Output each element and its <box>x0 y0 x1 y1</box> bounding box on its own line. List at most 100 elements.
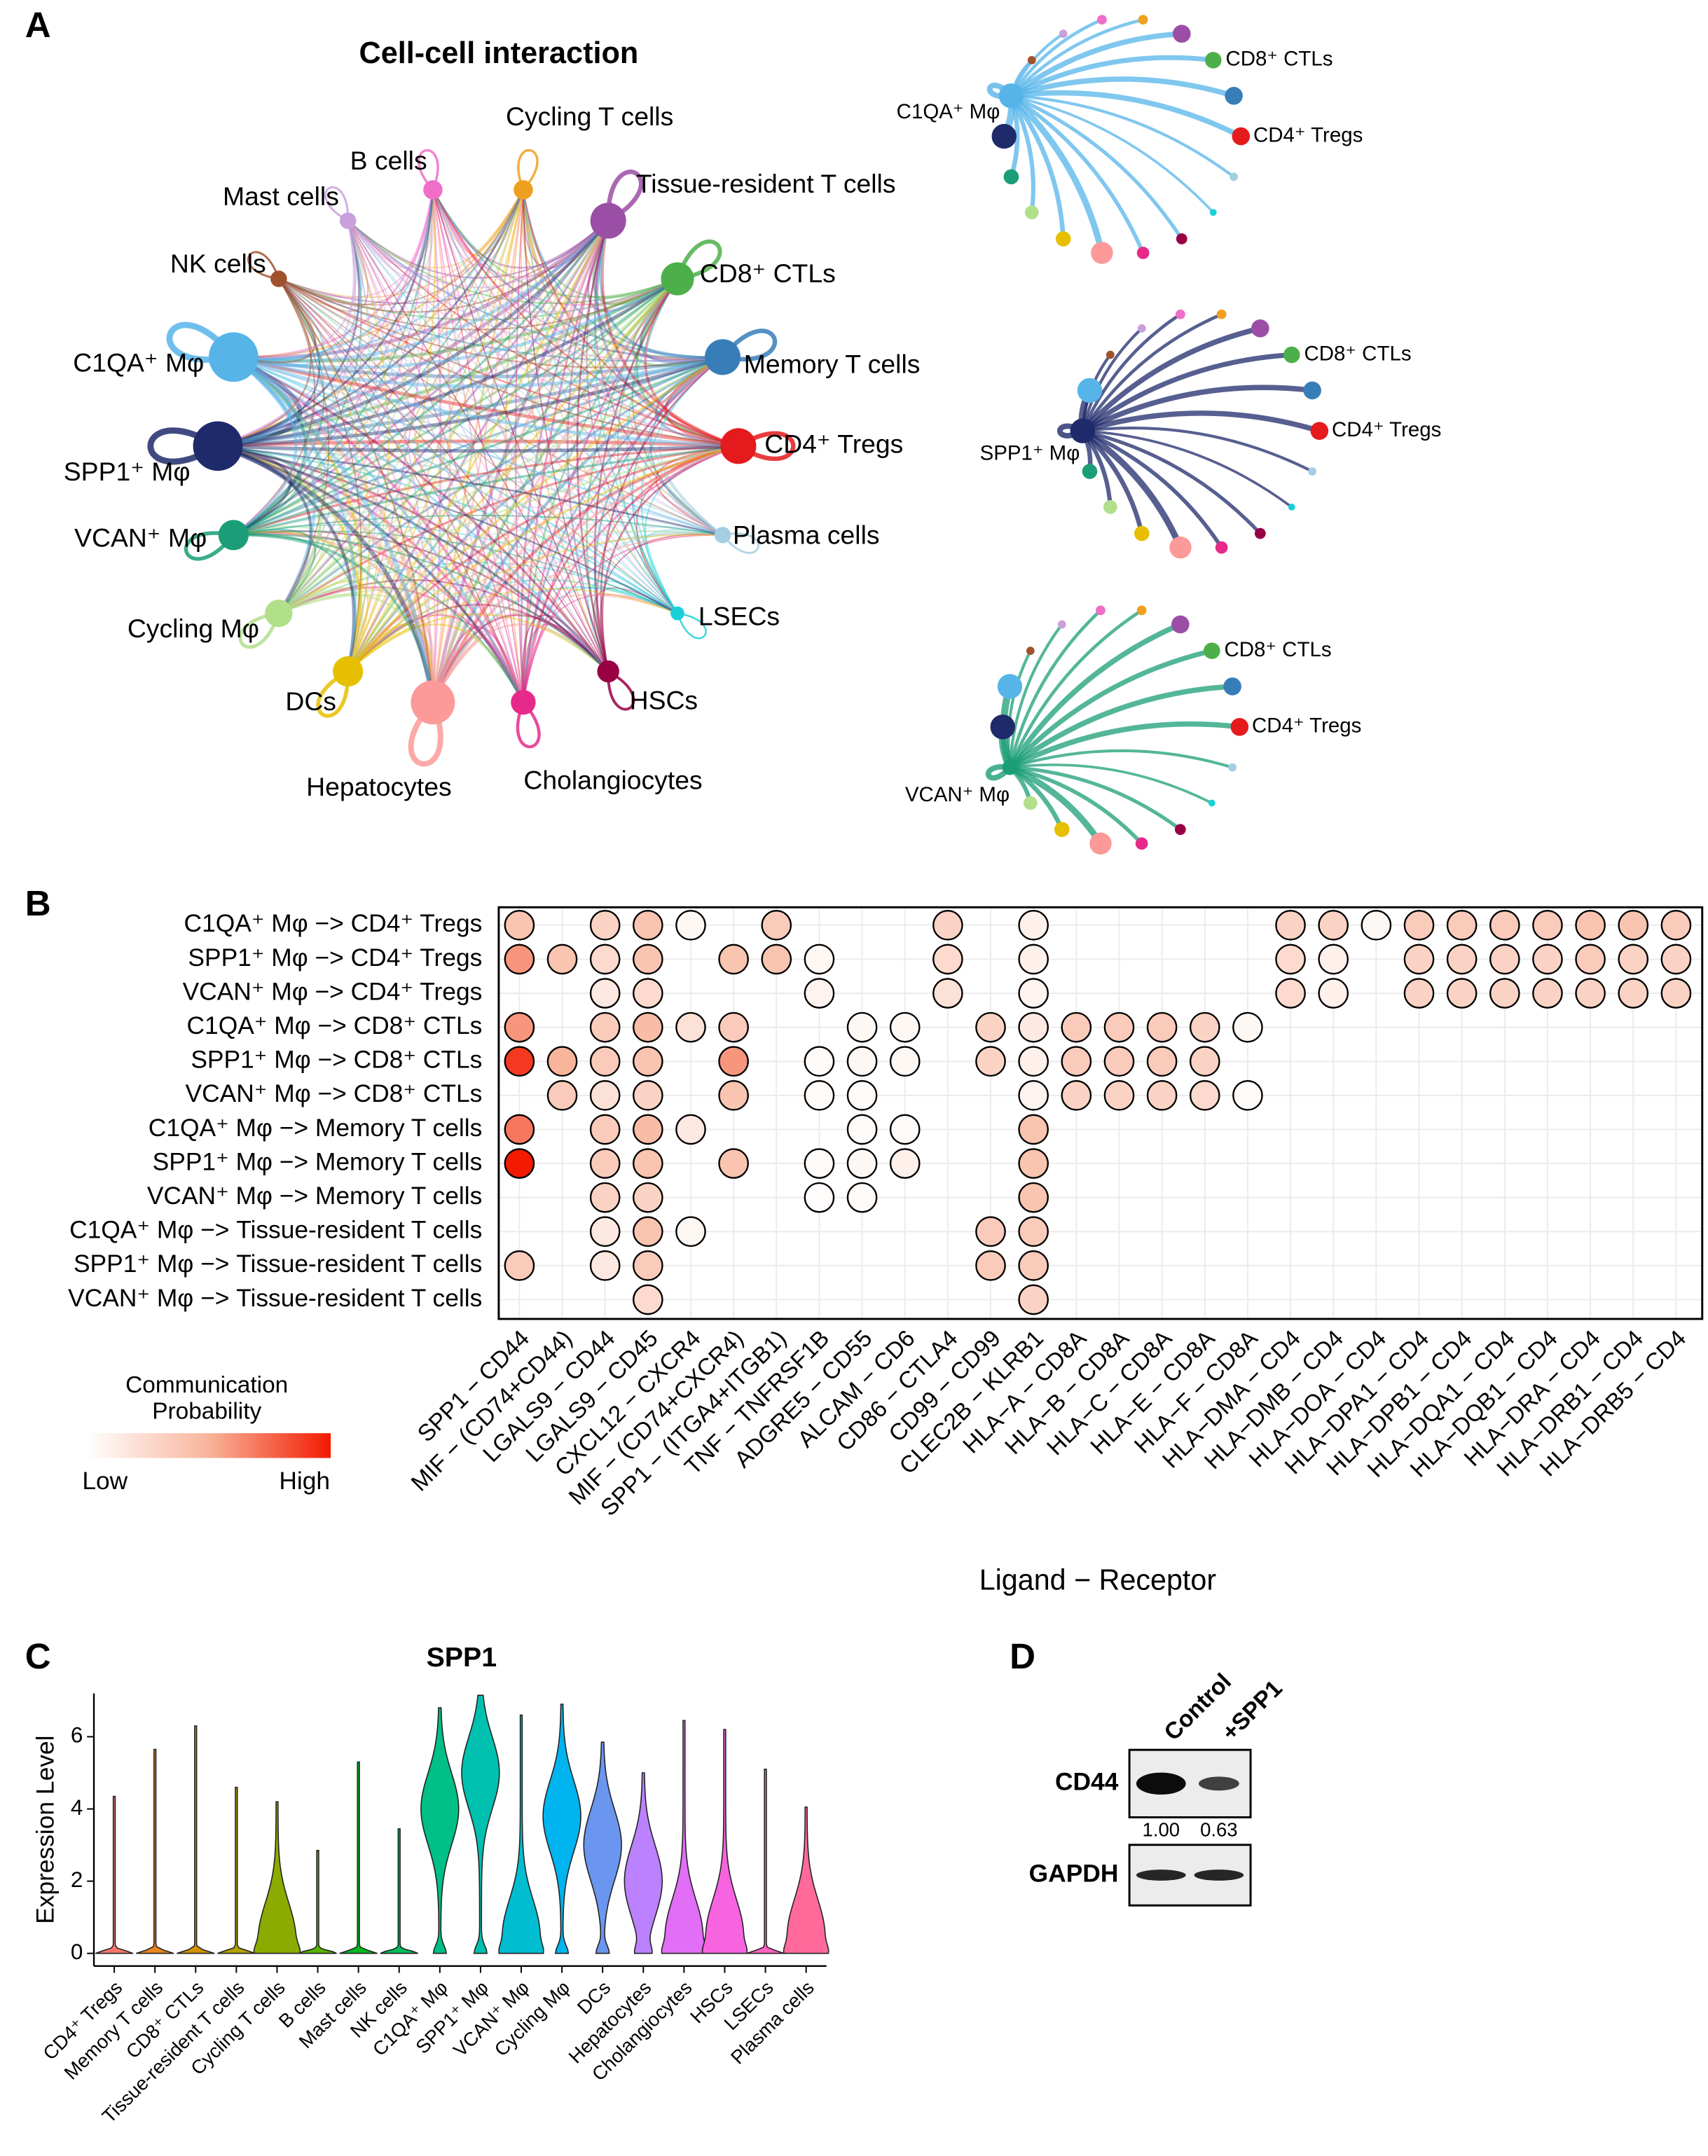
edge <box>347 189 524 278</box>
violin <box>253 1801 301 1954</box>
dot <box>846 1046 878 1077</box>
edge <box>217 443 435 703</box>
row-label: C1QA⁺ Mφ −> CD4⁺ Tregs <box>184 910 483 937</box>
edge <box>1008 609 1143 768</box>
dot <box>546 944 578 975</box>
self-loop <box>605 170 644 223</box>
dot <box>1103 1011 1135 1043</box>
dot <box>675 1114 706 1145</box>
node <box>597 660 619 683</box>
edge <box>600 220 724 536</box>
edge <box>278 278 678 614</box>
edge <box>233 189 434 536</box>
edge <box>522 189 609 269</box>
edge <box>432 189 678 298</box>
dot <box>1189 1080 1220 1111</box>
edge <box>217 219 610 448</box>
row-label: SPP1⁺ Mφ −> CD8⁺ CTLs <box>191 1046 482 1074</box>
edge <box>347 220 436 703</box>
node-label: CD4⁺ Tregs <box>1253 123 1363 146</box>
edge <box>347 220 723 536</box>
dot <box>1232 1080 1263 1111</box>
band <box>1136 1870 1186 1881</box>
dot <box>1575 910 1606 941</box>
node <box>714 527 731 544</box>
dot <box>589 1046 621 1077</box>
edge <box>347 220 434 703</box>
edge <box>431 355 724 703</box>
node <box>1023 796 1038 810</box>
edge <box>347 220 390 672</box>
dot <box>589 1250 621 1281</box>
edge <box>278 278 739 447</box>
edge <box>655 445 739 536</box>
dot <box>718 1046 749 1077</box>
node <box>997 674 1023 699</box>
node <box>1251 319 1269 338</box>
node-label: DCs <box>285 686 336 716</box>
edge <box>233 533 434 703</box>
dot <box>889 1046 921 1077</box>
edge <box>431 444 739 703</box>
node-label: Hepatocytes <box>306 772 451 801</box>
dot <box>1061 1046 1092 1077</box>
edge <box>1010 94 1145 254</box>
legend-colorbar <box>85 1433 331 1458</box>
dot <box>1532 978 1563 1009</box>
row-label: VCAN⁺ Mφ −> Memory T cells <box>147 1182 482 1210</box>
edge <box>601 445 739 672</box>
edge <box>217 189 525 448</box>
edge <box>523 189 609 672</box>
edge <box>233 189 524 536</box>
edge <box>347 614 525 703</box>
edge <box>593 278 679 672</box>
edge <box>278 189 434 614</box>
dot <box>633 1250 663 1281</box>
node-label: SPP1⁺ Mφ <box>980 441 1080 464</box>
node <box>1288 503 1295 511</box>
node <box>1215 541 1228 554</box>
edge <box>217 355 724 448</box>
edge <box>617 278 678 614</box>
dot <box>504 1114 535 1145</box>
edge <box>233 189 434 359</box>
edge <box>523 594 678 703</box>
dot <box>1403 910 1435 941</box>
band <box>1199 1776 1239 1791</box>
edge <box>432 189 678 614</box>
dot <box>1532 910 1563 941</box>
edge <box>232 356 357 672</box>
edge <box>347 445 739 672</box>
self-loop <box>418 148 439 191</box>
band <box>1194 1870 1244 1881</box>
dot <box>504 910 535 941</box>
edge <box>233 356 525 703</box>
edge <box>523 189 678 614</box>
edge <box>347 220 524 703</box>
node <box>1103 500 1117 514</box>
edge <box>1082 410 1321 434</box>
node-label: CD4⁺ Tregs <box>764 429 903 459</box>
node <box>1134 525 1150 541</box>
edge <box>233 355 724 389</box>
node <box>704 339 741 375</box>
node <box>1135 837 1148 850</box>
dot <box>1018 1182 1049 1213</box>
node-label: CD4⁺ Tregs <box>1332 418 1441 441</box>
edge <box>347 220 678 614</box>
violin <box>380 1828 418 1954</box>
node-label: C1QA⁺ Mφ <box>73 348 204 378</box>
edge <box>278 278 723 536</box>
violin <box>661 1720 708 1954</box>
edge <box>347 623 525 703</box>
y-axis-title: Expression Level <box>32 1736 60 1924</box>
dot <box>1446 910 1478 941</box>
node-label: B cells <box>350 146 427 175</box>
edge <box>233 220 357 359</box>
dot <box>889 1011 921 1043</box>
edge <box>347 220 609 289</box>
dot <box>804 1080 835 1111</box>
edge <box>1010 31 1183 98</box>
edge <box>277 586 434 703</box>
